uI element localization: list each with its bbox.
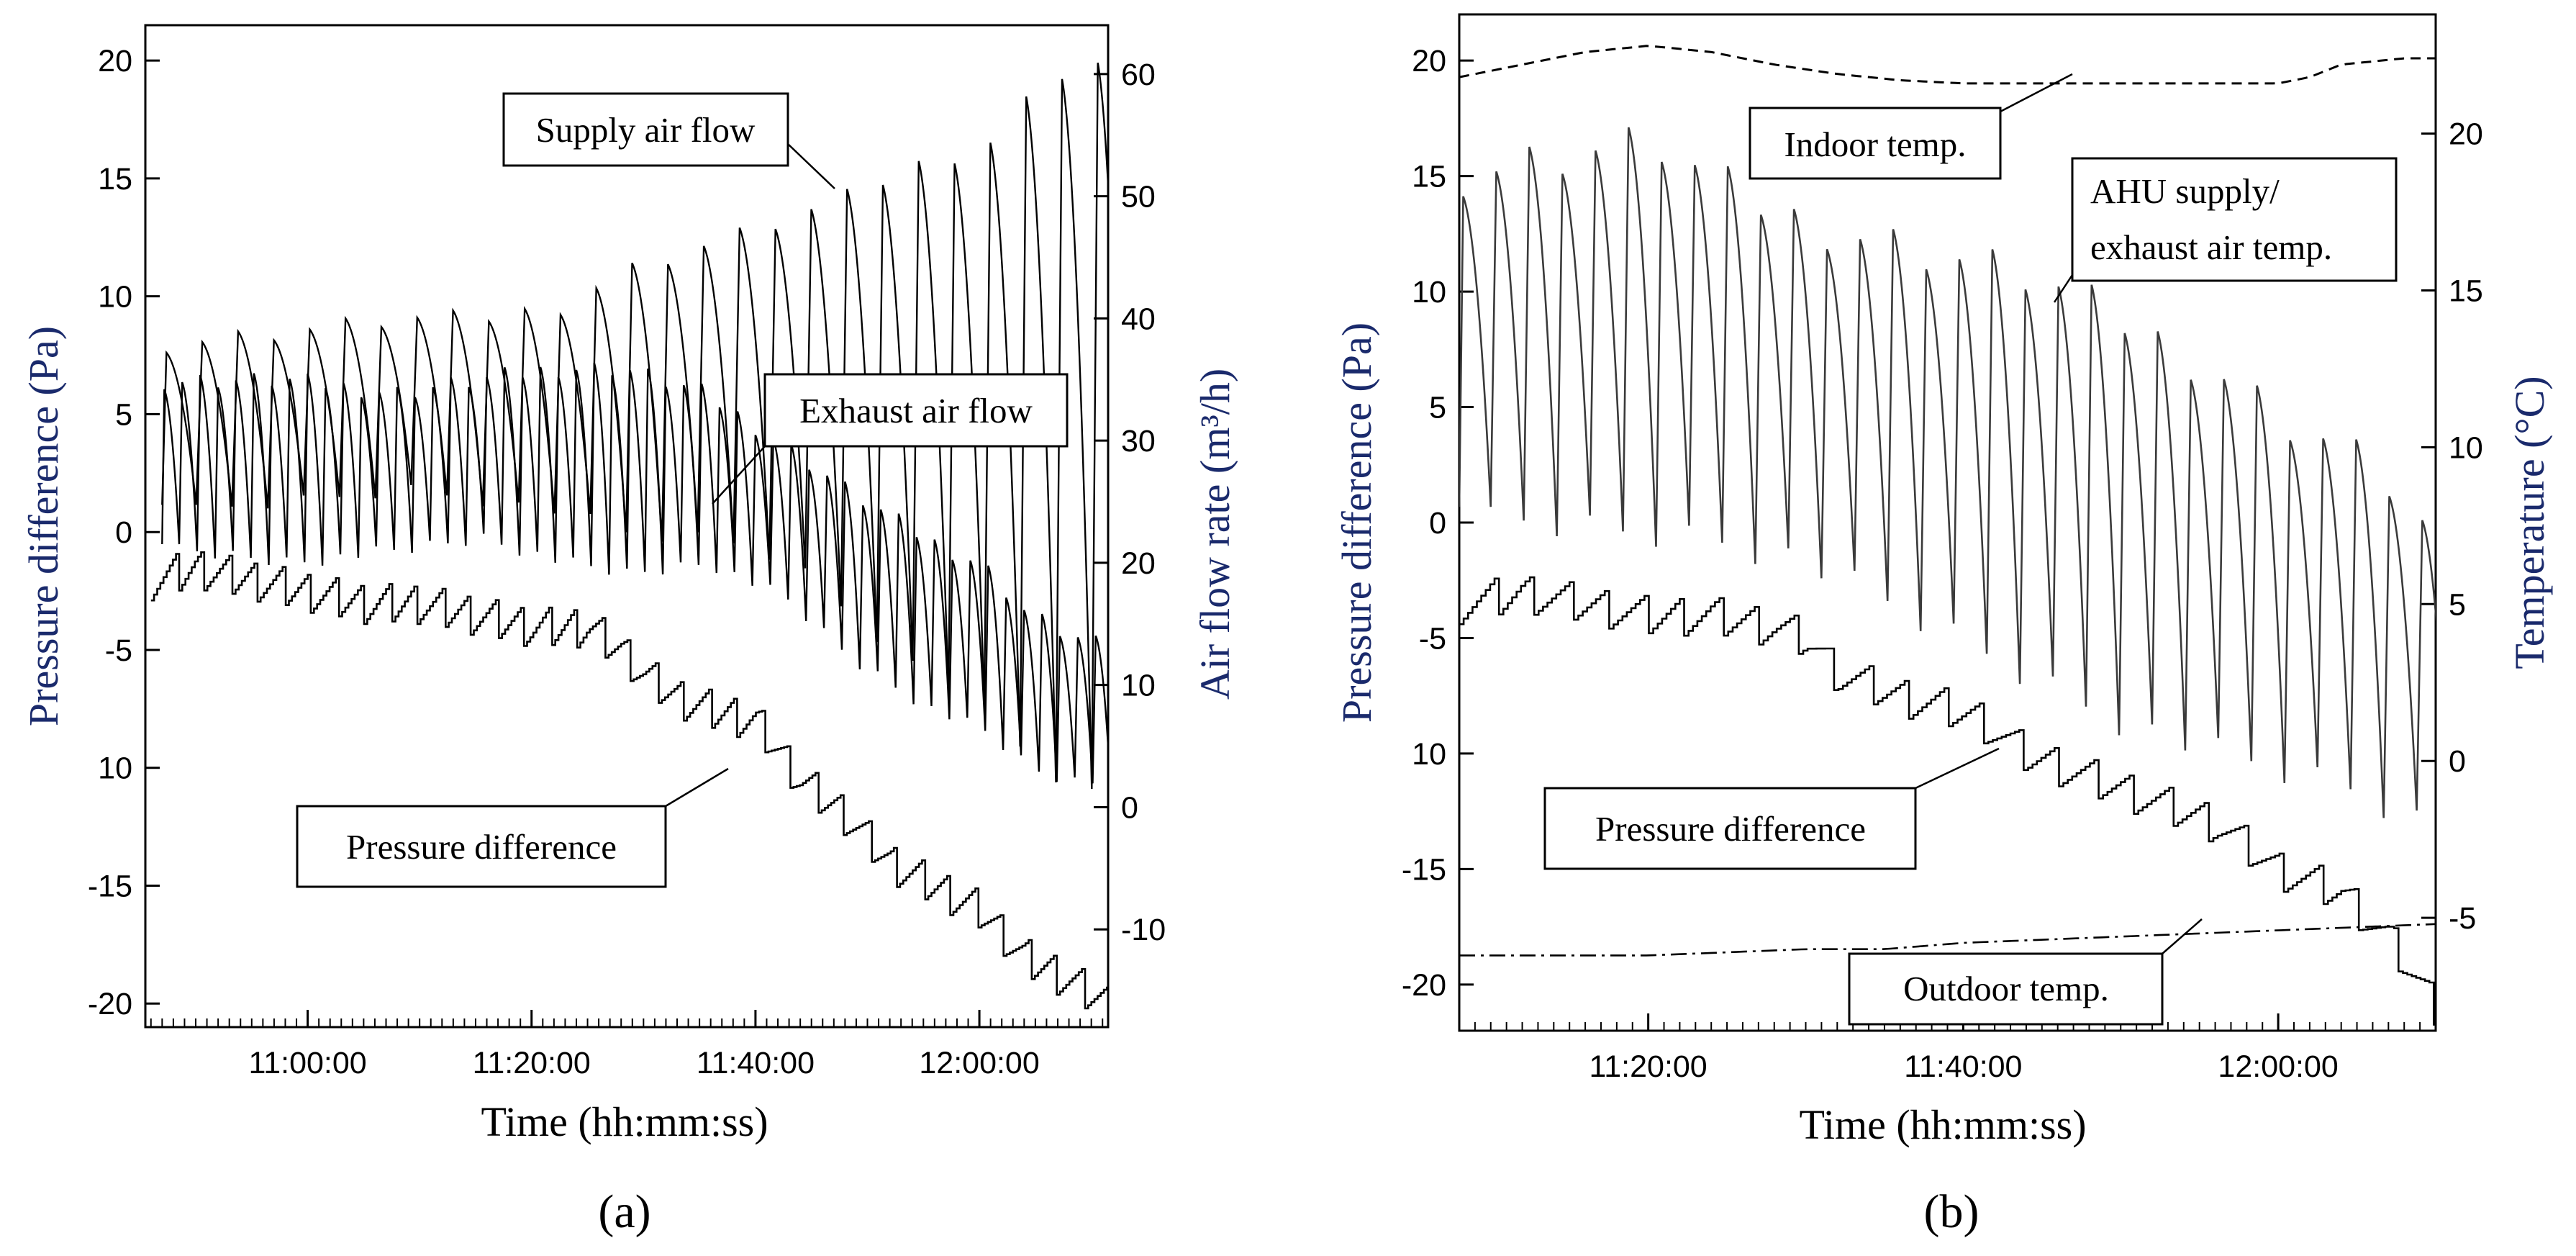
chart-b-y-right-ticks: 20 15 10 5 0 -5 [2421,117,2483,936]
chart-b-y-left-tick-label: 20 [1412,44,1446,78]
chart-a-y-right-tick-label: 20 [1121,546,1156,581]
chart-a-annotation-box-exhaust [763,373,1069,448]
chart-a-y-right-tick-label: -10 [1121,913,1166,947]
chart-b-annotation-ahu-line2: exhaust air temp. [2090,227,2332,267]
chart-a-x-axis-title: Time (hh:mm:ss) [481,1098,768,1145]
chart-b-leader-indoor [2000,73,2073,113]
chart-a: 11:00:00 11:20:00 11:40:00 12:00:00 20 15 10 5… [20,24,1238,1238]
chart-b-y-right-tick-label: 20 [2449,117,2483,152]
chart-b-series-pressure-difference [1459,576,2435,1026]
chart-b-x-tick-label: 11:40:00 [1904,1049,2022,1084]
chart-b-y-right-tick-label: 15 [2449,274,2483,309]
chart-a-x-ticks: 11:00:00 11:20:00 11:40:00 12:00:00 [248,1010,1040,1080]
chart-a-y-left-tick-label: 0 [115,515,132,550]
chart-b-y-right-title: Temperature (°C) [2506,376,2553,669]
chart-a-y-left-tick-label: -20 [88,987,132,1021]
chart-a-series-supply-air-flow [161,62,1108,790]
chart-a-y-left-tick-label: 10 [98,280,132,315]
chart-b-x-axis-title: Time (hh:mm:ss) [1799,1101,2086,1148]
chart-b-leader-outdoor [2162,918,2203,954]
chart-b-annotation-box-outdoor [1848,952,2164,1026]
chart-b-y-right-tick-label: -5 [2449,901,2476,936]
chart-a-x-tick-label: 11:40:00 [697,1046,815,1080]
chart-a-y-left-tick-label: 5 [115,397,132,432]
chart-b-panel-label: (b) [1924,1185,1979,1238]
chart-a-y-right-tick-label: 50 [1121,180,1156,214]
chart-a-y-left-tick-label: 20 [98,44,132,78]
chart-a-y-left-ticks: 20 15 10 5 0 -5 10 -15 -20 [88,44,160,1021]
chart-b-y-right-tick-label: 0 [2449,744,2466,779]
chart-a-y-right-tick-label: 60 [1121,58,1156,92]
chart-a-y-left-tick-label: 15 [98,162,132,196]
chart-a-annotation-supply: Supply air flow [536,110,756,150]
chart-b-x-tick-label: 12:00:00 [2218,1049,2338,1084]
chart-b-y-left-tick-label: -15 [1402,852,1446,887]
chart-b-leader-ahu [2053,274,2074,303]
chart-a-y-right-tick-label: 30 [1121,424,1156,458]
chart-a-y-left-tick-label: -5 [105,633,132,668]
chart-b-y-left-tick-label: -5 [1419,621,1446,656]
chart-b-annotation-ahu-line1: AHU supply/ [2090,171,2280,211]
chart-a-leader-pressure [665,767,729,808]
chart-a-x-tick-label: 11:20:00 [473,1046,591,1080]
chart-a-x-tick-label: 11:00:00 [248,1046,366,1080]
chart-b-annotation-indoor: Indoor temp. [1784,125,1966,164]
chart-b-leader-pressure [1915,747,2000,790]
chart-b-y-left-tick-label: 15 [1412,160,1446,194]
chart-a-y-left-tick-label: -15 [88,869,132,903]
chart-b-y-left-title: Pressure difference (Pa) [1333,322,1380,723]
chart-b-y-left-tick-label: 10 [1412,737,1446,772]
chart-a-annotation-box-pressure [296,805,667,888]
chart-b-y-left-tick-label: 0 [1429,506,1446,541]
chart-b-annotation-pressure: Pressure difference [1595,809,1866,849]
chart-a-y-left-tick-label: 10 [98,751,132,786]
chart-b-y-right-tick-label: 5 [2449,587,2466,622]
chart-a-y-right-title: Air flow rate (m³/h) [1192,369,1238,700]
chart-b-y-left-ticks: 20 15 10 5 0 -5 10 -15 -20 [1402,44,1474,1003]
chart-b-annotation-outdoor: Outdoor temp. [1903,969,2109,1008]
chart-b-y-left-tick-label: 10 [1412,275,1446,310]
chart-b: 11:20:00 11:40:00 12:00:00 20 15 10 5 0 -5 10 -15… [1333,13,2553,1238]
chart-b-x-tick-label: 11:20:00 [1589,1049,1707,1084]
chart-b-x-ticks: 11:20:00 11:40:00 12:00:00 [1589,1013,2339,1084]
chart-b-series-ahu-air-temp [1459,127,2436,818]
chart-a-x-minor-ticks [150,1018,1104,1027]
chart-b-y-right-tick-label: 10 [2449,430,2483,465]
chart-a-annotation-pressure: Pressure difference [346,827,617,867]
chart-a-panel-label: (a) [598,1185,650,1238]
chart-a-series-exhaust-air-flow [161,362,1108,784]
chart-a-y-right-tick-label: 10 [1121,669,1156,703]
chart-b-y-left-tick-label: -20 [1402,968,1446,1003]
chart-a-y-left-title: Pressure difference (Pa) [20,326,67,726]
chart-b-annotation-box-pressure [1543,787,1917,870]
chart-a-leader-exhaust [712,446,766,505]
chart-b-y-left-tick-label: 5 [1429,391,1446,425]
chart-b-series-outdoor-temp [1459,923,2436,957]
chart-a-y-right-tick-label: 40 [1121,302,1156,336]
chart-a-series-pressure-difference [150,551,1108,1010]
chart-a-leader-supply [787,143,835,189]
chart-b-series-indoor-temp [1459,45,2436,85]
chart-a-annotation-box-supply [502,92,789,167]
chart-a-y-right-ticks: 60 50 40 30 20 10 0 -10 [1094,58,1166,947]
chart-a-x-tick-label: 12:00:00 [919,1046,1039,1080]
chart-a-y-right-tick-label: 0 [1121,790,1138,825]
chart-b-annotation-box-ahu [2071,157,2398,282]
chart-b-annotation-box-indoor [1749,107,2002,180]
chart-a-annotation-exhaust: Exhaust air flow [799,391,1033,430]
chart-a-plot-frame [144,24,1110,1029]
